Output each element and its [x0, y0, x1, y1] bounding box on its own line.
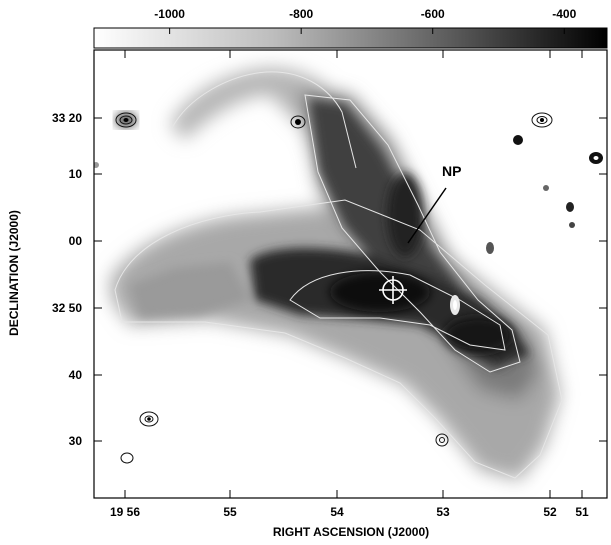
left-wing-mid: [130, 262, 250, 318]
y-tick-label: 10: [69, 167, 83, 181]
nebula-image: [94, 67, 603, 480]
colorbar-ticks: -1000 -800 -600 -400: [154, 7, 577, 34]
source-core-bright: [450, 295, 460, 315]
x-tick-label: 54: [330, 505, 344, 519]
x-tick-label: 51: [575, 505, 589, 519]
contours-light: [114, 71, 563, 479]
annotation-label: NP: [442, 163, 461, 179]
y-axis-title: DECLINATION (J2000): [7, 210, 21, 336]
y-tick-label: 40: [69, 368, 83, 382]
x-axis-ticks: 19 56 55 54 53 52 51: [110, 50, 589, 519]
crosshair-marker: [379, 276, 407, 304]
source-sw: [139, 411, 159, 427]
y-tick-label: 32 50: [52, 301, 82, 315]
source-east: [589, 152, 603, 164]
colorbar-tick-label: -1000: [154, 7, 185, 21]
y-tick-label: 30: [69, 434, 83, 448]
x-tick-label: 19 56: [110, 505, 140, 519]
contour-1: [114, 199, 563, 479]
contour-3: [289, 270, 506, 351]
bright-core: [330, 173, 512, 353]
colorbar-tick-label: -400: [552, 7, 576, 21]
contour-2: [304, 94, 521, 373]
colorbar-tick-label: -800: [289, 7, 313, 21]
y-axis-ticks: 33 20 10 00 32 50 40 30: [52, 111, 607, 448]
core-blob: [330, 272, 430, 312]
y-tick-label: 00: [69, 234, 83, 248]
x-axis-title: RIGHT ASCENSION (J2000): [273, 525, 429, 539]
source-ne: [531, 112, 553, 128]
colorbar-gradient: [93, 27, 608, 49]
plot-frame: [93, 49, 608, 499]
small-patches: [94, 162, 575, 254]
y-tick-label: 33 20: [52, 111, 82, 125]
source-arc: [290, 115, 306, 129]
source-south: [435, 433, 449, 447]
plot-area: NP 19 56 55 54 53 52 51 33 20 10 00 32 50 40 30: [52, 49, 608, 519]
contour-4: [171, 71, 357, 169]
annotation-pointer: [407, 187, 447, 244]
source-nw: [115, 112, 137, 128]
point-sources: [94, 112, 603, 464]
ridge-blob: [387, 173, 423, 257]
source-sw-small: [120, 452, 134, 464]
colorbar: -1000 -800 -600 -400: [93, 7, 608, 49]
colorbar-tick-label: -600: [421, 7, 445, 21]
x-tick-label: 55: [223, 505, 237, 519]
x-tick-label: 52: [543, 505, 557, 519]
se-blob: [444, 317, 512, 353]
x-tick-label: 53: [436, 505, 450, 519]
source-ne-small: [513, 135, 523, 145]
